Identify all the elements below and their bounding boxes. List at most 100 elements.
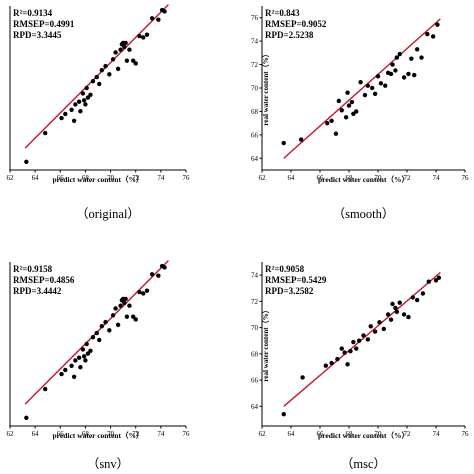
x-tick-label: 66 [317,430,325,438]
scatter-point [393,68,398,73]
scatter-point [43,386,48,392]
scatter-point [397,51,402,57]
y-tick-label: 74 [251,272,259,280]
scatter-point [323,363,328,368]
scatter-point [99,324,104,329]
x-axis-label: predict water content（%） [53,430,144,440]
x-axis-label: predict water content（%） [318,174,409,184]
panel-caption: （msc） [341,457,386,471]
y-tick-label: 64 [251,155,259,163]
scatter-point [71,118,77,124]
scatter-point [59,371,64,377]
scatter-point [113,50,118,55]
scatter-point [103,319,108,325]
y-tick-label: 70 [251,324,259,332]
y-axis-label: real water content（%） [262,50,270,125]
scatter-point [430,34,436,39]
scatter-point [122,300,127,306]
scatter-point [63,111,68,117]
scatter-point [339,346,344,351]
stat-line: R²=0.9158 [13,264,53,274]
scatter-point [356,338,362,343]
scatter-point [390,62,395,67]
scatter-point [325,120,330,126]
x-tick-label: 74 [433,430,441,438]
y-tick-label: 68 [251,350,259,358]
scatter-point [281,140,286,146]
scatter-point [122,44,127,50]
stat-line: RPD=3.4442 [13,286,62,296]
scatter-point [372,91,378,97]
y-axis-label: real water content（%） [262,306,270,381]
scatter-point [298,137,304,142]
scatter-point [107,72,112,77]
scatter-point [343,115,349,120]
scatter-point [345,90,350,95]
x-tick-label: 66 [57,174,65,182]
scatter-point [333,131,339,136]
scatter-point [381,326,386,332]
scatter-point [133,317,138,322]
scatter-point [73,358,78,363]
scatter-point [84,341,89,347]
x-axis-label: predict water content（%） [318,430,409,440]
scatter-point [149,16,155,21]
scatter-panel-snv: 62 64 66 68 70 72 74 76 R²=0.9158RMSEP=0.4856RPD… [7,260,190,471]
scatter-point [385,312,391,317]
scatter-point [99,68,104,73]
scatter-point [43,130,48,136]
scatter-point [137,289,142,295]
scatter-point [90,334,96,340]
scatter-point [349,99,355,105]
x-tick-label: 68 [346,430,354,438]
x-tick-label: 68 [82,430,90,438]
y-tick-label: 70 [251,85,259,93]
y-tick-label: 66 [251,131,259,139]
scatter-point [76,99,82,104]
scatter-point [24,415,29,420]
scatter-point [300,375,305,380]
scatter-point [401,312,407,317]
panel-caption: （original） [76,207,140,221]
scatter-point [69,107,74,113]
scatter-point [354,109,359,114]
scatter-panel-original: 62 64 66 68 70 72 74 76 R²=0.9134RMSEP=0.4991RPD… [7,4,190,221]
stat-line: R²=0.843 [265,8,300,18]
scatter-point [335,356,340,362]
scatter-point [59,115,64,121]
scatter-point [141,35,146,40]
scatter-point [383,83,388,88]
scatter-point [433,278,439,283]
x-tick-label: 72 [404,174,412,182]
scatter-point [414,297,420,303]
scatter-point [84,85,89,91]
scatter-point [123,296,128,302]
scatter-point [342,350,347,355]
x-tick-label: 68 [82,174,90,182]
x-tick-label: 68 [346,174,354,182]
scatter-point [83,358,88,363]
x-tick-label: 72 [404,430,412,438]
scatter-point [110,313,116,318]
scatter-point [94,74,99,80]
scatter-point [406,314,411,320]
scatter-point [118,303,123,308]
scatter-point [97,81,102,87]
scatter-point [336,98,342,104]
scatter-point [435,22,440,27]
x-tick-label: 64 [288,430,296,438]
scatter-point [81,354,87,359]
scatter-point [133,61,138,66]
x-tick-label: 74 [157,430,165,438]
scatter-point [354,346,359,351]
x-tick-label: 66 [57,430,65,438]
scatter-point [115,322,121,328]
scatter-point [144,288,150,293]
scatter-point [88,92,93,98]
scatter-point [123,40,128,46]
x-tick-label: 64 [32,430,40,438]
scatter-point [409,56,414,61]
scatter-point [141,291,146,296]
regression-line [283,18,441,159]
scatter-point [281,411,286,417]
